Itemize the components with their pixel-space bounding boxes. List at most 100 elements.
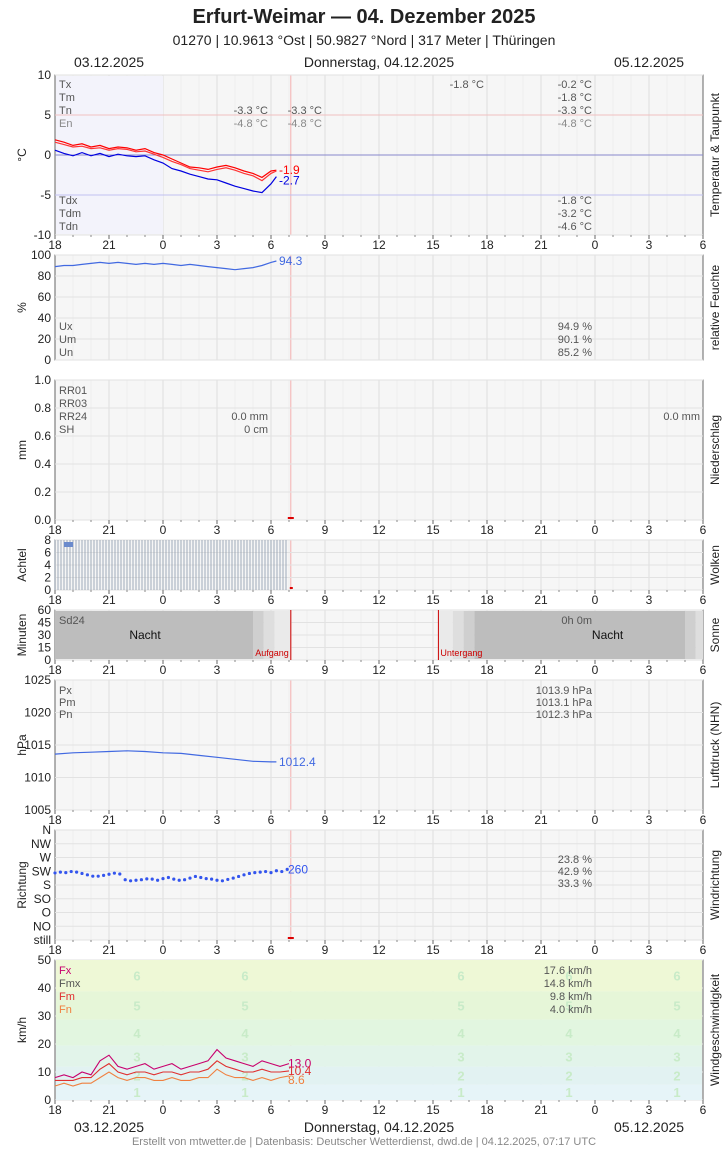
temp-day1b-En: -4.8 °C: [288, 118, 322, 130]
wind-dir-point: [123, 878, 127, 882]
beaufort-band: [56, 991, 702, 1020]
beaufort-label: 6: [241, 969, 248, 984]
beaufort-label: 6: [565, 969, 572, 984]
wind_dir-xtick-label: 21: [102, 943, 116, 957]
temp-series-Td: [54, 149, 277, 194]
temp-day2-Tn: -3.3 °C: [558, 105, 592, 117]
sun-ytick-label: 30: [38, 628, 52, 642]
temp-day1-Tn: -3.3 °C: [234, 105, 268, 117]
sun-twilight-band: [438, 611, 453, 659]
pressure-ytick-label: 1025: [24, 673, 51, 687]
wind-dir-point: [220, 879, 224, 883]
sun-twilight-band: [463, 611, 475, 659]
wind_speed-xtick-label: 0: [160, 1103, 167, 1117]
temp-xtick-label: 12: [372, 238, 386, 252]
sun-ylabel: Minuten: [15, 614, 29, 657]
wind-dir-point: [247, 871, 251, 876]
wind_speed-xtick-label: 21: [534, 1103, 548, 1117]
sun-xtick-label: 0: [160, 663, 167, 677]
wind_dir-xtick-label: 21: [534, 943, 548, 957]
beaufort-label: 4: [673, 1026, 681, 1041]
wind-dir-point: [226, 877, 230, 882]
wind-dir-day2-stat: 33.3 %: [558, 878, 592, 890]
night-label-1: Nacht: [129, 628, 161, 642]
temp-extra-label: -1.8 °C: [450, 79, 484, 91]
wind_speed-ytick-label: 10: [38, 1065, 52, 1079]
wind-stat-Fn: Fn: [59, 1004, 72, 1016]
beaufort-label: 1: [457, 1085, 464, 1100]
humidity-side-label: relative Feuchte: [708, 264, 722, 350]
beaufort-label: 5: [241, 998, 248, 1013]
wind_speed-xtick-label: 6: [700, 1103, 707, 1117]
wind-dir-point: [118, 872, 122, 876]
pressure-xtick-label: 15: [426, 813, 440, 827]
wind_dir-xtick-label: 18: [48, 943, 62, 957]
beaufort-label: 3: [565, 1049, 572, 1064]
clouds-xtick-label: 21: [102, 593, 116, 607]
sun-xtick-label: 21: [102, 663, 116, 677]
sun-twilight-band: [685, 611, 696, 659]
beaufort-band: [56, 1066, 702, 1085]
wind-dir-point: [145, 877, 149, 881]
pressure-day2-Px: 1013.9 hPa: [536, 685, 593, 697]
date-center-bottom: Donnerstag, 04.12.2025: [303, 1119, 455, 1135]
date-left: 03.12.2025: [74, 54, 145, 70]
pressure-xtick-label: 18: [480, 813, 494, 827]
sun-xtick-label: 6: [268, 663, 275, 677]
wind-dir-point: [253, 871, 257, 875]
temp-stat-Tdn: Tdn: [59, 221, 78, 233]
temp-end-label-Td: -2.7: [279, 174, 300, 188]
wind_speed-xtick-label: 6: [268, 1103, 275, 1117]
wind-dir-point: [280, 869, 284, 874]
wind_dir-ytick-label: W: [40, 851, 52, 865]
wind-dir-day2-stat: 23.8 %: [558, 854, 592, 866]
precip-stat-RR03: RR03: [59, 398, 87, 410]
humidity-ylabel: %: [15, 302, 29, 313]
wind-dir-point: [134, 878, 138, 882]
sun-side-label: Sonne: [708, 617, 722, 652]
wind-dir-point: [183, 878, 187, 882]
sunrise-label: Aufgang: [255, 648, 289, 658]
temp-day1b-Tn: -3.3 °C: [288, 105, 322, 117]
sun-twilight-band: [55, 611, 253, 659]
precip-ytick-label: 1.0: [34, 373, 51, 387]
pressure-day2-Pn: 1012.3 hPa: [536, 709, 593, 721]
wind-day2-Fx: 17.6 km/h: [544, 965, 592, 977]
wind_dir-ytick-label: still: [34, 933, 51, 947]
precip-ytick-label: 0.2: [34, 485, 51, 499]
sun-twilight-band: [263, 611, 275, 659]
precip-xtick-label: 3: [214, 523, 221, 537]
beaufort-label: 2: [457, 1069, 464, 1084]
wind-dir-now-marker: [287, 937, 294, 939]
temp-xtick-label: 6: [700, 238, 707, 252]
pressure-ytick-label: 1005: [24, 803, 51, 817]
pressure-side-label: Luftdruck (NHN): [708, 702, 722, 789]
wind_speed-ytick-label: 50: [38, 953, 52, 967]
wind_speed-xtick-label: 3: [646, 1103, 653, 1117]
wind-dir-point: [166, 875, 170, 880]
temp-side-label: Temperatur & Taupunkt: [708, 92, 722, 217]
temp-xtick-label: 0: [160, 238, 167, 252]
date-right-bottom: 05.12.2025: [614, 1119, 685, 1135]
sun-ytick-label: 45: [38, 616, 52, 630]
beaufort-label: 1: [673, 1085, 680, 1100]
precip-stat-RR24: RR24: [59, 411, 87, 423]
sun-xtick-label: 3: [646, 663, 653, 677]
pressure-xtick-label: 18: [48, 813, 62, 827]
wind-dir-point: [188, 876, 192, 880]
precip-ytick-label: 0.4: [34, 457, 51, 471]
pressure-ylabel: hPa: [15, 734, 29, 756]
clouds-xtick-label: 6: [268, 593, 275, 607]
wind_speed-xtick-label: 18: [480, 1103, 494, 1117]
wind-dir-point: [64, 871, 68, 875]
date-left-bottom: 03.12.2025: [74, 1119, 145, 1135]
pressure-xtick-label: 9: [322, 813, 329, 827]
precip-day2-RR24: 0.0 mm: [663, 411, 700, 423]
pressure-xtick-label: 12: [372, 813, 386, 827]
clouds-ytick-label: 6: [44, 546, 51, 560]
humidity-ytick-label: 60: [38, 290, 52, 304]
clouds-xtick-label: 0: [160, 593, 167, 607]
wind-dir-point: [285, 867, 289, 871]
wind_speed-xtick-label: 9: [322, 1103, 329, 1117]
